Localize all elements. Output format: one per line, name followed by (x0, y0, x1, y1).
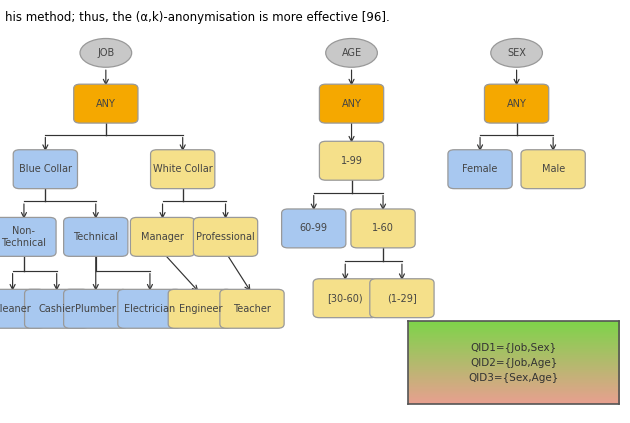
FancyBboxPatch shape (64, 289, 128, 328)
Text: his method; thus, the (α,k)-anonymisation is more effective [96].: his method; thus, the (α,k)-anonymisatio… (5, 11, 390, 24)
Ellipse shape (80, 38, 132, 67)
Text: ANY: ANY (341, 99, 362, 109)
FancyBboxPatch shape (151, 150, 215, 189)
FancyBboxPatch shape (282, 209, 346, 248)
FancyBboxPatch shape (0, 217, 56, 256)
Text: Blue Collar: Blue Collar (19, 164, 72, 174)
Text: ANY: ANY (96, 99, 116, 109)
FancyBboxPatch shape (521, 150, 585, 189)
Text: AGE: AGE (341, 48, 362, 58)
Text: Engineer: Engineer (178, 304, 222, 314)
Text: 1-99: 1-99 (341, 156, 362, 166)
Text: Male: Male (542, 164, 564, 174)
Text: Cashier: Cashier (38, 304, 75, 314)
Text: [30-60): [30-60) (328, 293, 363, 303)
FancyBboxPatch shape (313, 279, 377, 318)
Text: JOB: JOB (97, 48, 115, 58)
FancyBboxPatch shape (319, 84, 384, 123)
Text: Manager: Manager (141, 232, 184, 242)
Ellipse shape (326, 38, 377, 67)
Text: ANY: ANY (507, 99, 527, 109)
FancyBboxPatch shape (351, 209, 415, 248)
Text: Technical: Technical (73, 232, 118, 242)
FancyBboxPatch shape (25, 289, 89, 328)
FancyBboxPatch shape (168, 289, 232, 328)
Text: Teacher: Teacher (233, 304, 271, 314)
Text: Female: Female (462, 164, 498, 174)
Text: SEX: SEX (507, 48, 526, 58)
FancyBboxPatch shape (118, 289, 182, 328)
FancyBboxPatch shape (193, 217, 258, 256)
FancyBboxPatch shape (319, 141, 384, 180)
FancyBboxPatch shape (484, 84, 549, 123)
FancyBboxPatch shape (74, 84, 138, 123)
Text: (1-29]: (1-29] (387, 293, 417, 303)
Text: Professional: Professional (196, 232, 255, 242)
Ellipse shape (491, 38, 542, 67)
FancyBboxPatch shape (0, 289, 45, 328)
FancyBboxPatch shape (130, 217, 195, 256)
FancyBboxPatch shape (13, 150, 77, 189)
Text: 1-60: 1-60 (372, 223, 394, 233)
FancyBboxPatch shape (64, 217, 128, 256)
Text: Cleaner: Cleaner (0, 304, 32, 314)
Text: Electrician: Electrician (124, 304, 176, 314)
Text: Non-
Technical: Non- Technical (1, 226, 47, 248)
FancyBboxPatch shape (448, 150, 512, 189)
Text: White Collar: White Collar (153, 164, 212, 174)
FancyBboxPatch shape (220, 289, 284, 328)
Text: 60-99: 60-99 (300, 223, 328, 233)
Text: Plumber: Plumber (76, 304, 116, 314)
FancyBboxPatch shape (370, 279, 434, 318)
